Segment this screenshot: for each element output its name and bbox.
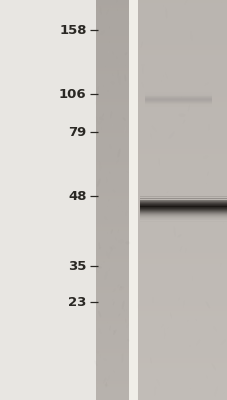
Bar — [145, 97, 211, 98]
Bar — [145, 92, 211, 93]
Ellipse shape — [97, 86, 99, 90]
Bar — [128, 0, 137, 400]
Bar — [139, 206, 227, 208]
Ellipse shape — [118, 313, 120, 316]
Ellipse shape — [110, 5, 112, 8]
Bar — [145, 93, 211, 94]
Bar — [139, 198, 227, 200]
Ellipse shape — [110, 351, 112, 355]
Bar — [0, 0, 95, 400]
Ellipse shape — [102, 114, 104, 117]
Ellipse shape — [105, 382, 106, 388]
Ellipse shape — [122, 117, 126, 121]
Bar — [145, 96, 211, 97]
Ellipse shape — [121, 310, 123, 318]
Ellipse shape — [98, 266, 101, 269]
Ellipse shape — [117, 394, 118, 397]
Text: 106: 106 — [59, 88, 86, 100]
Ellipse shape — [95, 102, 96, 106]
Ellipse shape — [118, 62, 119, 66]
Bar — [145, 107, 211, 108]
Bar — [139, 204, 227, 206]
Ellipse shape — [98, 311, 101, 317]
Ellipse shape — [116, 56, 117, 59]
Ellipse shape — [125, 319, 126, 323]
Ellipse shape — [117, 364, 119, 366]
Bar — [145, 94, 211, 95]
Ellipse shape — [111, 122, 113, 127]
Ellipse shape — [124, 52, 127, 55]
Ellipse shape — [110, 229, 113, 234]
Bar — [145, 98, 211, 99]
Ellipse shape — [112, 330, 116, 335]
Bar — [139, 212, 227, 214]
Bar — [139, 200, 227, 202]
Ellipse shape — [117, 300, 120, 306]
Ellipse shape — [123, 126, 126, 134]
Ellipse shape — [100, 224, 103, 228]
Ellipse shape — [102, 396, 105, 400]
Ellipse shape — [98, 242, 100, 249]
Bar — [145, 100, 211, 101]
Ellipse shape — [116, 372, 118, 373]
Bar — [139, 214, 227, 216]
Bar — [145, 102, 211, 103]
Bar — [139, 210, 227, 212]
Ellipse shape — [124, 194, 125, 195]
Ellipse shape — [115, 323, 117, 330]
Text: 48: 48 — [68, 190, 86, 202]
Ellipse shape — [103, 261, 104, 263]
Bar — [145, 101, 211, 102]
Bar — [145, 106, 211, 107]
Ellipse shape — [119, 286, 121, 288]
Ellipse shape — [116, 101, 117, 105]
Ellipse shape — [124, 74, 126, 82]
Ellipse shape — [109, 392, 112, 396]
Ellipse shape — [108, 50, 109, 53]
Bar — [145, 105, 211, 106]
Bar — [139, 192, 227, 194]
Ellipse shape — [109, 172, 110, 174]
Text: 79: 79 — [68, 126, 86, 138]
Bar — [139, 196, 227, 198]
Bar — [145, 95, 211, 96]
Bar — [145, 99, 211, 100]
Ellipse shape — [110, 110, 111, 114]
Bar — [139, 202, 227, 204]
Ellipse shape — [121, 155, 123, 157]
Ellipse shape — [96, 178, 100, 187]
Text: 23: 23 — [68, 296, 86, 308]
Bar — [139, 216, 227, 218]
Ellipse shape — [114, 236, 118, 244]
Ellipse shape — [109, 251, 113, 256]
Ellipse shape — [125, 241, 130, 244]
Bar — [139, 208, 227, 210]
Ellipse shape — [115, 356, 119, 358]
Ellipse shape — [121, 300, 124, 310]
Bar — [139, 218, 227, 220]
Ellipse shape — [95, 260, 97, 269]
Bar — [139, 220, 227, 222]
Bar — [145, 103, 211, 104]
Text: 158: 158 — [59, 24, 86, 36]
Ellipse shape — [104, 384, 109, 390]
Ellipse shape — [107, 379, 109, 385]
Ellipse shape — [103, 85, 104, 86]
Bar — [145, 104, 211, 105]
Ellipse shape — [110, 289, 112, 290]
Ellipse shape — [112, 302, 114, 305]
Text: 35: 35 — [68, 260, 86, 272]
Bar — [139, 194, 227, 196]
Ellipse shape — [106, 28, 107, 29]
Ellipse shape — [117, 148, 120, 158]
